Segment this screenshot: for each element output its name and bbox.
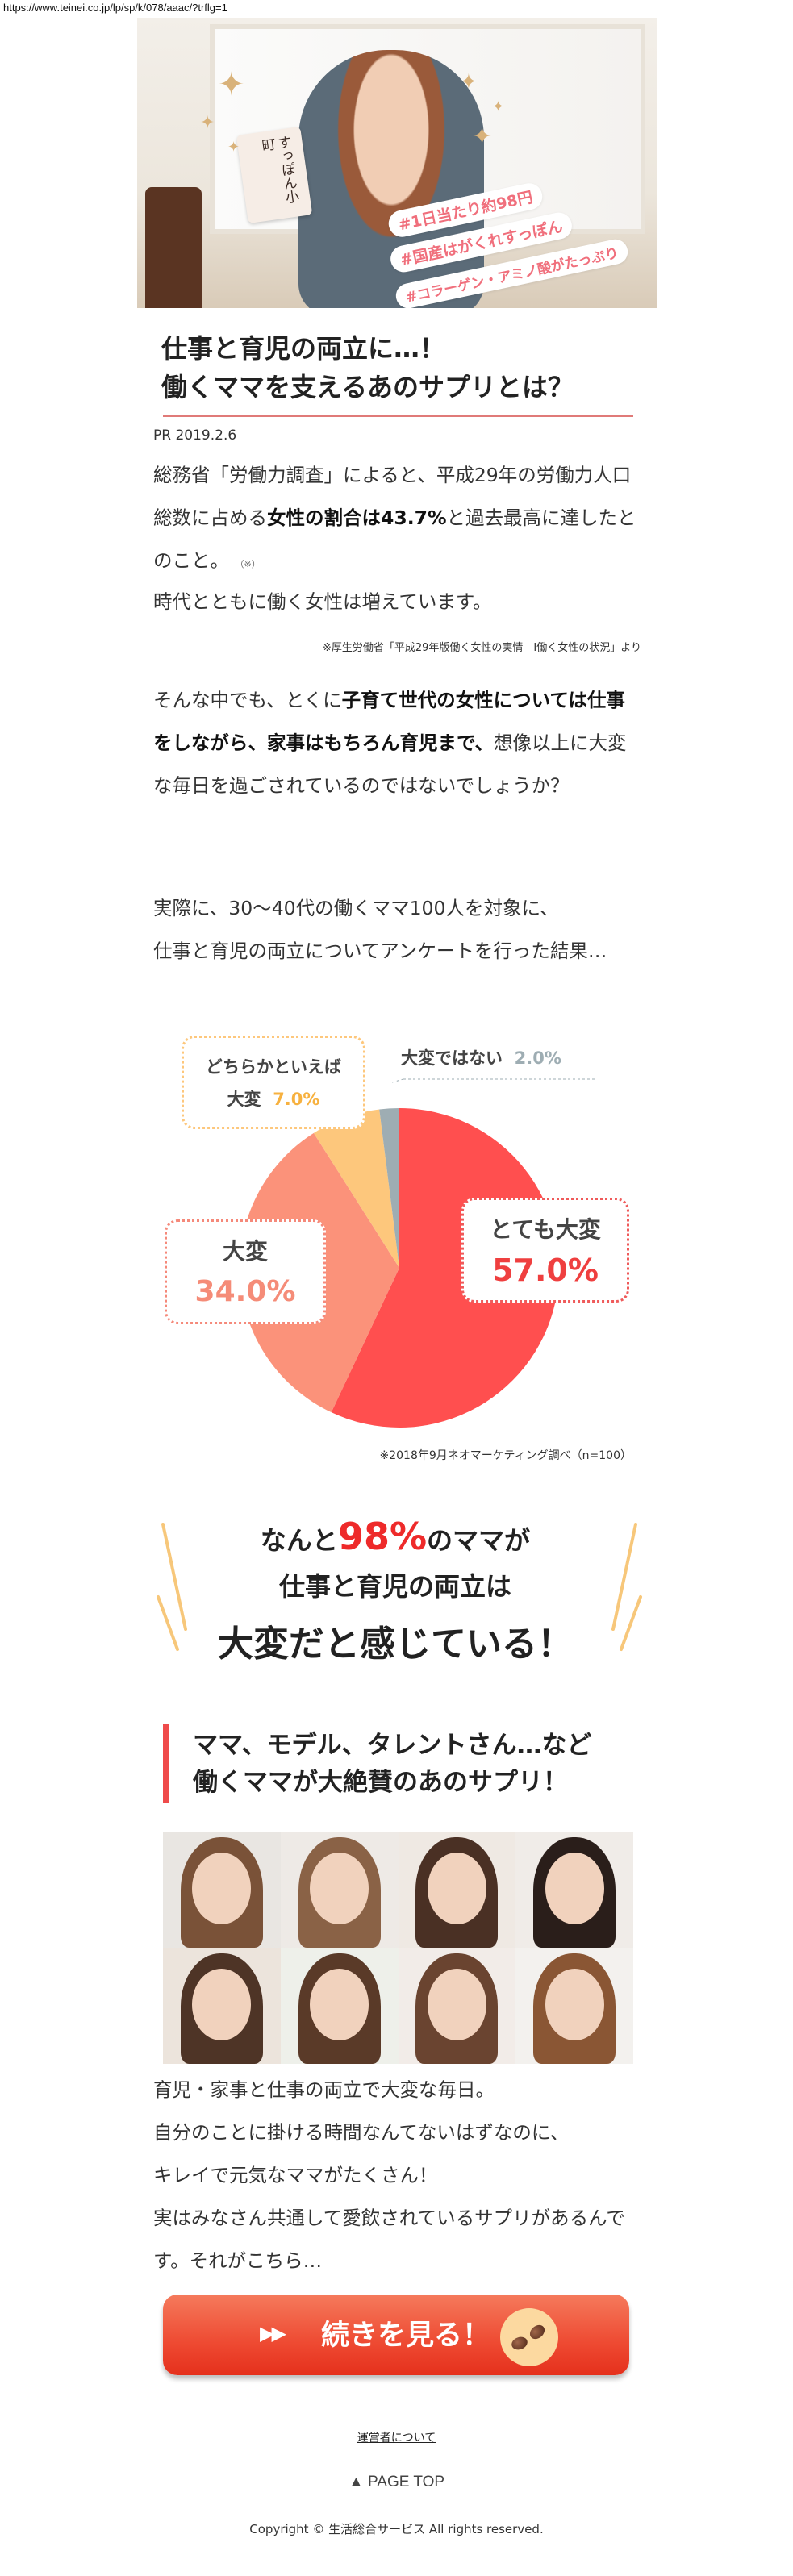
paragraph-1: 総務省「労働力調査」によると、平成29年の労働力人口総数に占める女性の割合は43…	[153, 464, 636, 572]
continue-button-label: 続きを見る！	[321, 2320, 491, 2352]
mom-photo	[398, 1832, 516, 1948]
page-top-link[interactable]: ▲ PAGE TOP	[348, 2474, 445, 2491]
callout-not-hard: 大変ではない 2.0%	[401, 1045, 561, 1069]
pie-slice-4	[379, 1108, 399, 1268]
operator-link-wrap: 運営者について	[0, 2429, 793, 2445]
product-package: すっぽん小町	[236, 126, 313, 224]
slice-value: 7.0%	[273, 1090, 320, 1109]
slice-value: 57.0%	[492, 1253, 599, 1288]
section2-body: 育児・家事と仕事の両立で大変な毎日。 自分のことに掛ける時間なんてないはずなのに、…	[153, 2078, 625, 2272]
double-arrow-icon: ▶▶	[260, 2322, 286, 2345]
sparkle-icon: ✦	[200, 113, 215, 133]
model-photo	[298, 50, 484, 308]
mom-photo	[515, 1948, 633, 2064]
mom-photo	[163, 1948, 281, 2064]
slice-value: 2.0%	[514, 1048, 561, 1068]
slice-label: 大変	[222, 1238, 268, 1265]
publish-date: PR 2019.2.6	[153, 427, 237, 444]
copyright: Copyright © 生活総合サービス All rights reserved…	[249, 2522, 544, 2536]
highlight-line-2: 仕事と育児の両立は	[278, 1571, 511, 1602]
mom-photo	[163, 1832, 281, 1948]
slice-label: とても大変	[490, 1216, 601, 1243]
survey-source: ※2018年9月ネオマーケティング調べ（n=100）	[379, 1449, 632, 1462]
chair	[145, 187, 202, 308]
slice-label: 大変ではない	[401, 1048, 503, 1068]
url-bar: https://www.teinei.co.jp/lp/sp/k/078/aaa…	[3, 2, 227, 14]
sparkle-icon: ✦	[472, 123, 493, 151]
divider	[163, 415, 633, 417]
title-line: 仕事と育児の両立に…！	[161, 333, 446, 364]
section-heading: ママ、モデル、タレントさん…など 働くママが大絶賛のあのサプリ！	[163, 1724, 633, 1803]
supplement-capsules-icon	[500, 2308, 558, 2366]
mom-photo	[280, 1832, 399, 1948]
sparkle-icon: ✦	[218, 66, 245, 103]
paragraph-2: 時代とともに働く女性は増えています。	[153, 590, 492, 613]
callout-hard: 大変 34.0%	[165, 1219, 326, 1324]
slice-label: 大変	[227, 1090, 261, 1109]
page-title: 仕事と育児の両立に…！ 働くママを支えるあのサプリとは？	[161, 329, 645, 406]
sparkle-icon: ✦	[227, 139, 240, 156]
mom-photo	[515, 1832, 633, 1948]
burst-lines-icon	[157, 1523, 642, 1651]
leader-line	[391, 1078, 404, 1083]
callout-very-hard: とても大変 57.0%	[461, 1198, 629, 1303]
mom-photo	[398, 1948, 516, 2064]
pie-slice-1	[331, 1108, 559, 1428]
highlight-line-3: 大変だと感じている！	[218, 1624, 573, 1665]
title-line: 働くママを支えるあのサプリとは？	[161, 372, 574, 402]
mom-photo-grid	[163, 1832, 633, 2064]
mom-photo	[280, 1948, 399, 2064]
pie-chart	[240, 1078, 597, 1428]
sparkle-icon: ✦	[492, 98, 505, 115]
pie-slice-3	[313, 1109, 399, 1268]
sparkle-icon: ✦	[460, 70, 478, 94]
operator-link[interactable]: 運営者について	[357, 2432, 436, 2445]
slice-label: どちらかといえば	[206, 1057, 341, 1077]
callout-somewhat: どちらかといえば 大変 7.0%	[182, 1036, 365, 1129]
paragraph-3: そんな中でも、とくに子育て世代の女性については仕事をしながら、家事はもちろん育児…	[153, 689, 627, 797]
highlight-line-1: なんと98%のママが	[260, 1515, 531, 1558]
continue-button[interactable]: ▶▶ 続きを見る！	[163, 2295, 629, 2375]
slice-value: 34.0%	[194, 1275, 296, 1308]
hero-image: すっぽん小町 ✦ ✦ ✦ ✦ ✦ ✦ #1日当たり約98円 #国産はがくれすっぽ…	[137, 18, 657, 308]
footnote: ※厚生労働省「平成29年版働く女性の実情 Ⅰ働く女性の状況」より	[322, 642, 641, 654]
product-label: すっぽん小町	[257, 134, 300, 205]
paragraph-4: 実際に、30〜40代の働くママ100人を対象に、 仕事と育児の両立についてアンケー…	[153, 897, 607, 962]
